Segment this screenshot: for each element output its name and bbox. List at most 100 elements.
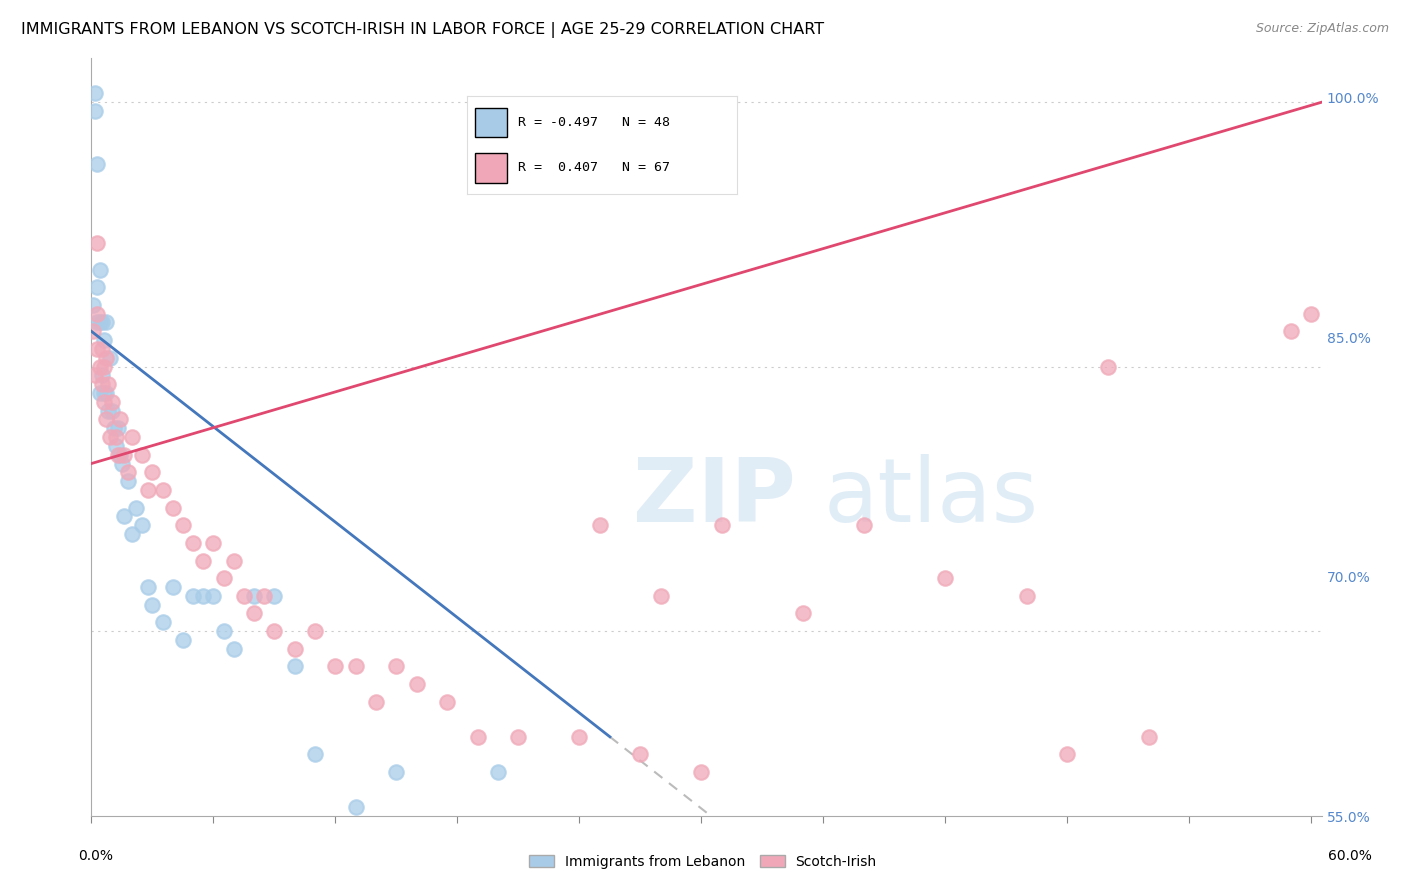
Point xyxy=(86,236,108,251)
Point xyxy=(1341,236,1364,251)
Point xyxy=(94,351,117,365)
Point xyxy=(202,589,225,603)
Point xyxy=(181,589,204,603)
Point xyxy=(117,474,139,488)
Point xyxy=(1097,359,1119,374)
Point xyxy=(222,641,245,656)
Point xyxy=(136,580,159,594)
Point xyxy=(172,518,194,533)
Point xyxy=(107,421,129,435)
Point xyxy=(121,527,143,541)
Point xyxy=(202,536,225,550)
Point xyxy=(86,307,108,321)
Point xyxy=(1320,289,1343,303)
Point xyxy=(853,518,876,533)
Point xyxy=(650,589,672,603)
Point xyxy=(108,448,131,462)
Point xyxy=(86,157,108,171)
Point xyxy=(162,500,184,515)
Point xyxy=(628,747,651,762)
Point xyxy=(104,439,127,453)
Point xyxy=(98,430,121,444)
Point xyxy=(172,632,194,647)
Point xyxy=(934,571,956,585)
Point xyxy=(690,765,713,780)
Point xyxy=(193,553,215,567)
Point xyxy=(82,298,104,312)
Point xyxy=(93,394,115,409)
Point xyxy=(894,836,917,850)
Point xyxy=(84,103,107,118)
Point xyxy=(89,386,111,401)
Text: ZIP: ZIP xyxy=(633,454,796,541)
Point xyxy=(974,836,997,850)
Text: atlas: atlas xyxy=(824,454,1039,541)
Y-axis label: In Labor Force | Age 25-29: In Labor Force | Age 25-29 xyxy=(0,336,8,538)
Point xyxy=(1301,307,1323,321)
Point xyxy=(385,765,408,780)
Point xyxy=(222,553,245,567)
Point xyxy=(589,518,612,533)
Point xyxy=(304,747,326,762)
Point xyxy=(90,377,112,392)
Point xyxy=(1015,589,1038,603)
Point xyxy=(212,571,235,585)
Point xyxy=(152,483,174,497)
Point xyxy=(1137,730,1160,744)
Point xyxy=(90,368,112,383)
Point xyxy=(344,659,367,673)
Point xyxy=(94,316,117,330)
Point xyxy=(112,509,135,524)
Point xyxy=(263,624,285,638)
Point xyxy=(243,607,266,621)
Point xyxy=(141,466,163,480)
Point xyxy=(162,580,184,594)
Point xyxy=(813,836,835,850)
Point xyxy=(97,377,120,392)
Point xyxy=(548,853,571,867)
Point xyxy=(436,695,458,709)
Point xyxy=(111,457,134,471)
Point xyxy=(84,87,107,101)
Point xyxy=(284,659,307,673)
Point xyxy=(90,342,112,356)
Point xyxy=(94,386,117,401)
Point xyxy=(1056,747,1078,762)
Point xyxy=(107,448,129,462)
Point xyxy=(325,659,347,673)
Point xyxy=(467,730,489,744)
Point xyxy=(284,641,307,656)
Point xyxy=(93,333,115,347)
Legend: Immigrants from Lebanon, Scotch-Irish: Immigrants from Lebanon, Scotch-Irish xyxy=(523,849,883,874)
Text: 0.0%: 0.0% xyxy=(79,849,112,863)
Point xyxy=(93,386,115,401)
Point xyxy=(508,730,530,744)
Point xyxy=(486,765,509,780)
Point xyxy=(86,316,108,330)
Point xyxy=(609,871,631,885)
Point xyxy=(364,695,387,709)
Point xyxy=(568,730,591,744)
Point xyxy=(1279,324,1302,338)
Point xyxy=(112,448,135,462)
Point xyxy=(141,598,163,612)
Point xyxy=(152,615,174,630)
Point xyxy=(103,421,125,435)
Point xyxy=(117,466,139,480)
Point xyxy=(100,394,122,409)
Point xyxy=(263,589,285,603)
Point xyxy=(212,624,235,638)
Point xyxy=(94,412,117,426)
Point xyxy=(89,359,111,374)
Point xyxy=(108,412,131,426)
Point xyxy=(131,518,153,533)
Point xyxy=(710,518,733,533)
Point xyxy=(82,324,104,338)
Point xyxy=(253,589,276,603)
Text: Source: ZipAtlas.com: Source: ZipAtlas.com xyxy=(1256,22,1389,36)
Text: 60.0%: 60.0% xyxy=(1327,849,1372,863)
Point xyxy=(405,677,427,691)
Point xyxy=(243,589,266,603)
Text: IMMIGRANTS FROM LEBANON VS SCOTCH-IRISH IN LABOR FORCE | AGE 25-29 CORRELATION C: IMMIGRANTS FROM LEBANON VS SCOTCH-IRISH … xyxy=(21,22,824,38)
Point xyxy=(98,351,121,365)
